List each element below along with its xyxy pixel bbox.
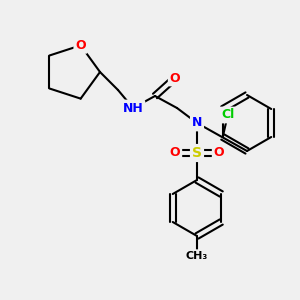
Text: O: O (75, 39, 86, 52)
Text: S: S (192, 146, 202, 160)
Text: N: N (192, 116, 202, 130)
Text: O: O (170, 146, 180, 160)
Text: O: O (214, 146, 224, 160)
Text: CH₃: CH₃ (186, 251, 208, 261)
Text: NH: NH (123, 101, 143, 115)
Text: O: O (170, 71, 180, 85)
Text: Cl: Cl (221, 109, 234, 122)
